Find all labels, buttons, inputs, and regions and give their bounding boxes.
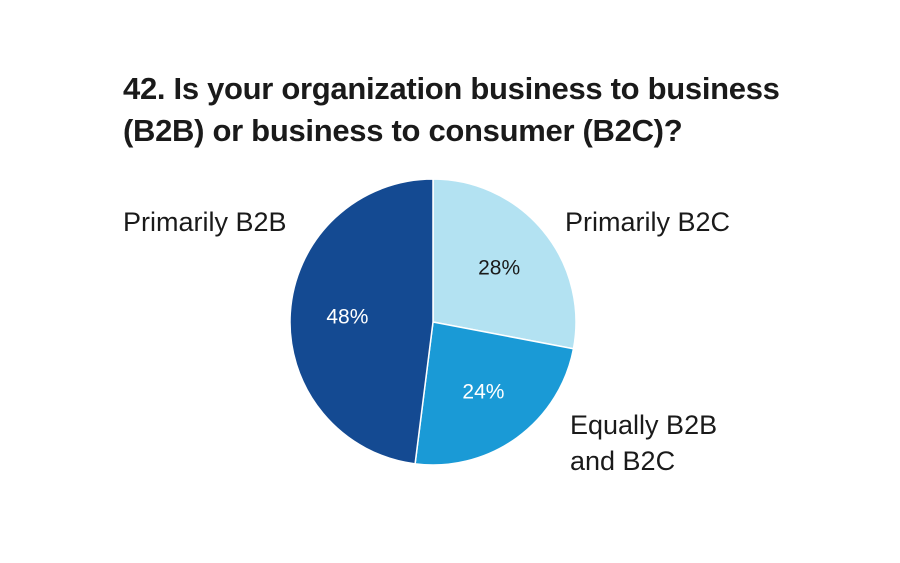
pie-slice-primarily-b2c	[432, 178, 577, 350]
pie-slice-primarily-b2b	[289, 178, 434, 465]
chart-title: 42. Is your organization business to bus…	[123, 68, 823, 152]
pie-slice-equally-b2b-and-b2c	[414, 321, 575, 466]
pie-category-label: Equally B2B and B2C	[570, 410, 717, 476]
pie-value-labels: 28% 24% 48%	[326, 256, 520, 403]
pie-value-label: 24%	[462, 380, 504, 403]
pie-category-labels: Primarily B2C Equally B2B and B2C Primarily…	[123, 207, 730, 476]
pie-category-label-line: and B2C	[570, 446, 675, 476]
pie-category-label: Primarily B2C	[565, 207, 730, 237]
pie-value-label: 48%	[326, 306, 368, 329]
pie-category-label-line: Primarily B2C	[565, 207, 730, 237]
chart-title-line-2: (B2B) or business to consumer (B2C)?	[123, 113, 683, 148]
pie-category-label-line: Equally B2B	[570, 410, 717, 440]
pie-category-label-line: Primarily B2B	[123, 207, 287, 237]
pie-slices	[289, 178, 577, 466]
chart-title-line-1: 42. Is your organization business to bus…	[123, 71, 780, 106]
pie-category-label: Primarily B2B	[123, 207, 287, 237]
pie-value-label: 28%	[478, 256, 520, 279]
